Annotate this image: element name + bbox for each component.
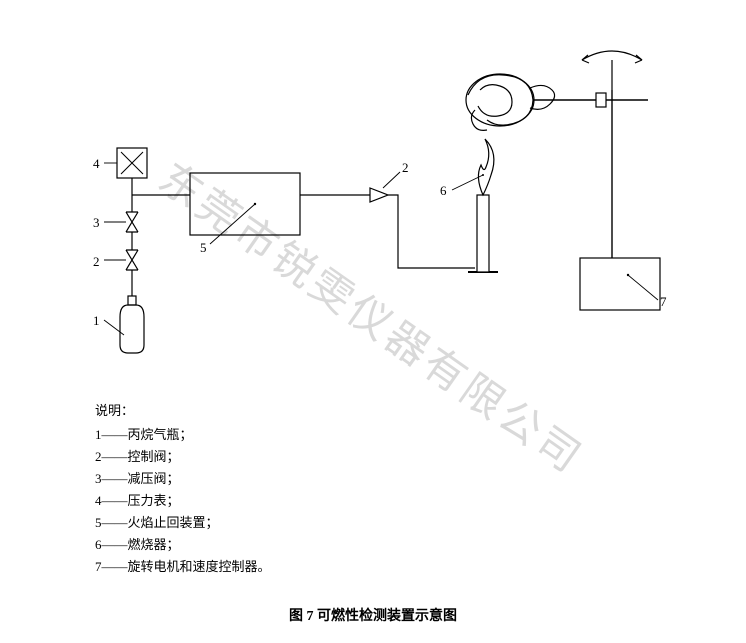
valve-2-lower <box>126 250 138 270</box>
label-5: 5 <box>200 240 207 256</box>
burner <box>468 139 498 272</box>
flame-arrestor <box>190 173 300 235</box>
label-6: 6 <box>440 183 447 199</box>
legend-item: 6——燃烧器； <box>95 534 271 556</box>
control-valve-2b <box>370 188 388 202</box>
legend-item: 3——减压阀； <box>95 468 271 490</box>
valve-3 <box>126 212 138 232</box>
legend-item: 2——控制阀； <box>95 446 271 468</box>
label-2b: 2 <box>402 160 409 176</box>
label-4: 4 <box>93 156 100 172</box>
figure-caption: 图 7 可燃性检测装置示意图 <box>0 605 746 625</box>
legend-item: 1——丙烷气瓶； <box>95 424 271 446</box>
diagram: 1 2 3 4 5 2 6 7 <box>0 0 746 420</box>
label-1: 1 <box>93 313 100 329</box>
legend-title: 说明： <box>95 400 271 422</box>
legend-item: 7——旋转电机和速度控制器。 <box>95 556 271 578</box>
legend: 说明： 1——丙烷气瓶； 2——控制阀； 3——减压阀； 4——压力表； 5——… <box>95 400 271 578</box>
motor-box <box>580 258 660 310</box>
test-sample <box>466 74 555 130</box>
rotation-icon <box>582 51 642 90</box>
pressure-gauge <box>117 148 147 178</box>
gas-bottle <box>120 270 144 353</box>
legend-item: 4——压力表； <box>95 490 271 512</box>
label-7: 7 <box>660 294 667 310</box>
legend-item: 5——火焰止回装置； <box>95 512 271 534</box>
diagram-svg <box>0 0 746 420</box>
label-3: 3 <box>93 215 100 231</box>
label-2a: 2 <box>93 254 100 270</box>
